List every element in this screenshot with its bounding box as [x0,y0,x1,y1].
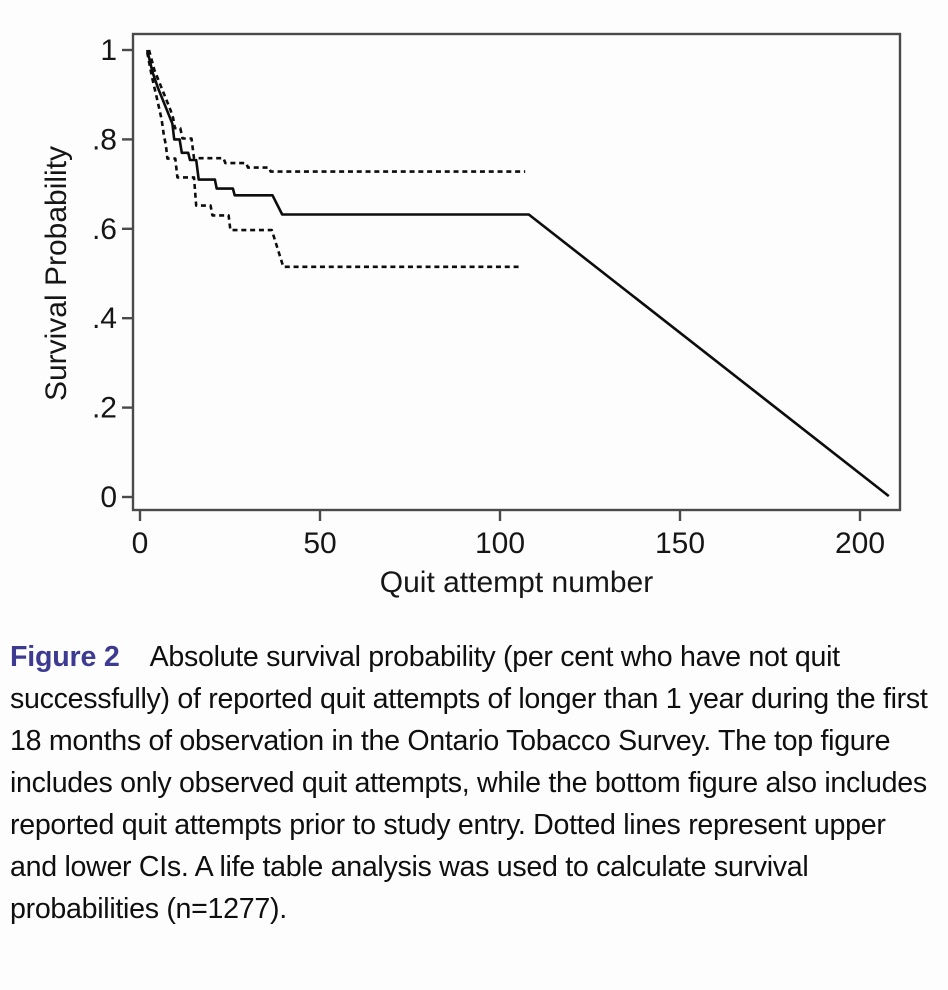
series-survival-estimate [145,49,890,498]
y-axis-title: Survival Probability [40,146,73,401]
series-lower-ci [145,51,522,269]
y-tick-label: .2 [92,392,117,425]
y-tick-label: 0 [100,481,117,514]
figure-2: 0 .2 .4 .6 .8 1 0 50 100 150 200 Quit attempt numbe… [10,32,934,930]
survival-chart-svg: 0 .2 .4 .6 .8 1 0 50 100 150 200 Quit attempt numbe… [40,32,902,599]
x-tick-label: 100 [475,527,525,560]
x-axis-title: Quit attempt number [380,566,653,599]
x-tick-label: 200 [835,527,885,560]
plot-border [131,32,902,512]
x-tick-label: 150 [655,527,705,560]
y-tick-label: 1 [100,34,117,67]
x-tick-label: 50 [303,527,336,560]
series-upper-ci [147,49,526,173]
figure-caption-text: Absolute survival probability (per cent … [10,641,928,925]
survival-chart: 0 .2 .4 .6 .8 1 0 50 100 150 200 Quit attempt numbe… [40,32,902,599]
y-tick-label: .8 [92,123,117,156]
y-tick-label: .4 [92,302,117,335]
figure-label: Figure 2 [10,641,120,673]
y-tick-label: .6 [92,213,117,246]
figure-caption: Figure 2 Absolute survival probability (p… [10,636,934,930]
x-tick-label: 0 [132,527,149,560]
